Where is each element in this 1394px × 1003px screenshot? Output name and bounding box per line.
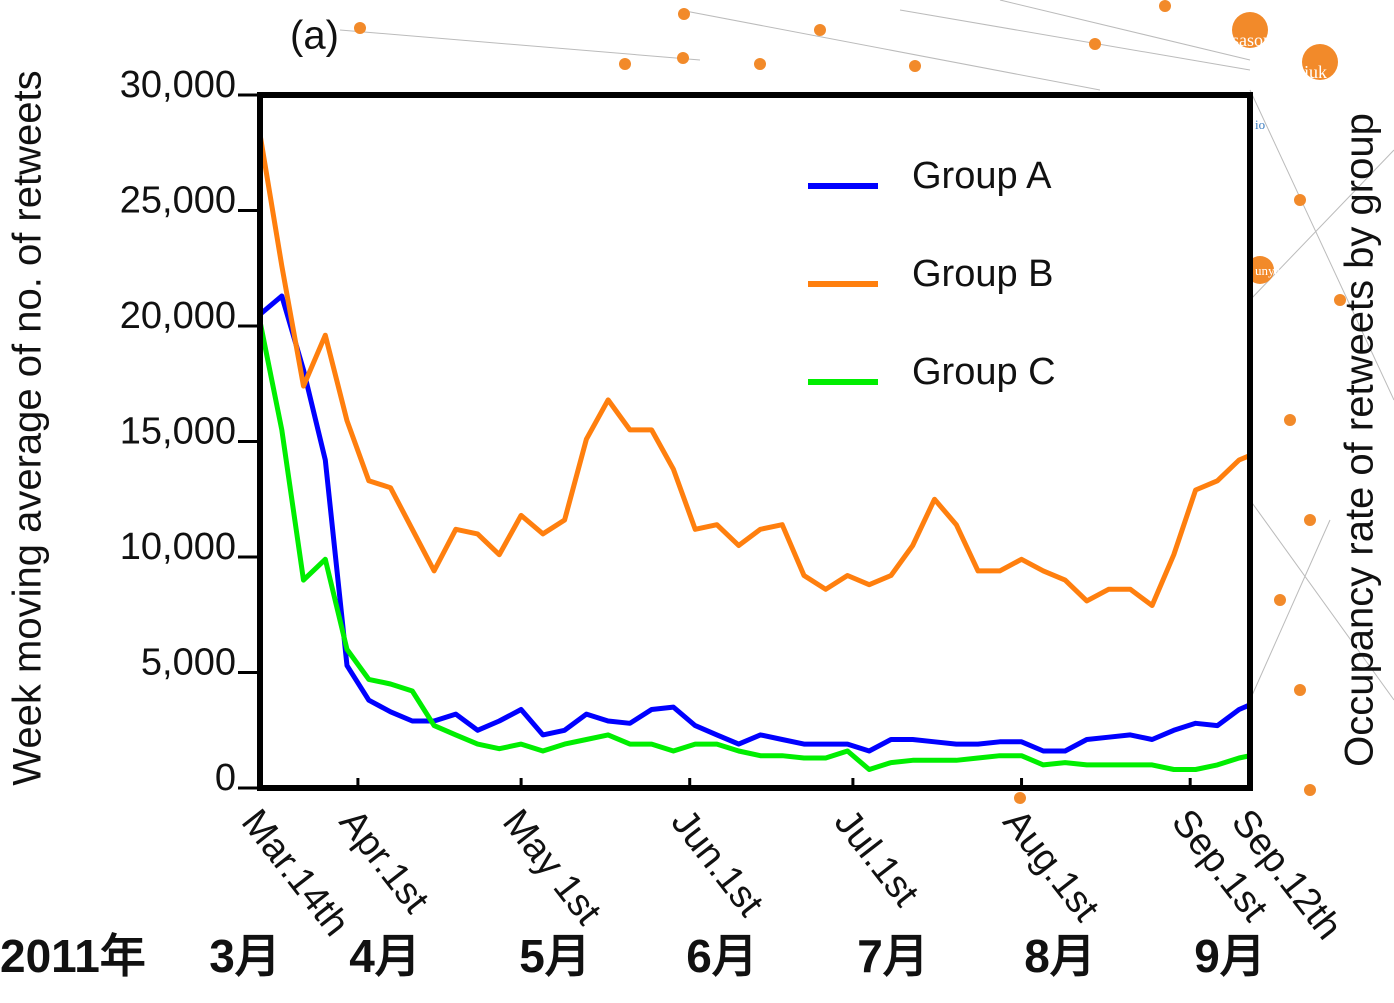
- series-line: [258, 293, 1251, 754]
- y2-axis-label: Occupancy rate of retweets by group: [1338, 113, 1382, 767]
- background-label: io: [1255, 117, 1265, 132]
- y-tick-label: 30,000: [120, 64, 236, 106]
- y-tick-label: 15,000: [120, 411, 236, 453]
- legend-label: Group B: [912, 253, 1054, 295]
- legend-label: Group C: [912, 351, 1056, 393]
- y-tick-label: 20,000: [120, 295, 236, 337]
- year-label: 2011年: [0, 930, 146, 982]
- background-label: masason: [1210, 30, 1272, 50]
- background-network: [339, 0, 1394, 701]
- y-tick-label: 10,000: [120, 526, 236, 568]
- x-tick-label: Jul.1st: [826, 802, 927, 915]
- x-tick-label: Apr.1st: [331, 802, 437, 921]
- month-label: 9月: [1194, 930, 1266, 982]
- series-line: [257, 133, 1251, 608]
- month-label: 7月: [857, 930, 929, 982]
- month-label: 8月: [1024, 930, 1096, 982]
- y-tick-label: 0: [215, 757, 236, 799]
- x-tick-label: May 1st: [494, 802, 609, 933]
- month-label: 5月: [519, 930, 591, 982]
- background-label: iwa: [1310, 159, 1333, 176]
- y-axis-label: Week moving average of no. of retweets: [6, 70, 50, 785]
- panel-label: (a): [290, 14, 339, 58]
- background-label: og: [1255, 218, 1283, 249]
- month-label: 6月: [686, 930, 758, 982]
- plot-frame: [257, 92, 1253, 791]
- background-label: monjuk: [1272, 62, 1327, 82]
- x-tick-label: Aug.1st: [995, 802, 1108, 930]
- month-label: 3月: [209, 930, 281, 982]
- plot-area: [260, 95, 1250, 788]
- y-tick-label: 25,000: [120, 180, 236, 222]
- month-label: 4月: [349, 930, 421, 982]
- legend-label: Group A: [912, 155, 1052, 197]
- series-line: [257, 320, 1251, 772]
- x-tick-label: Jun.1st: [663, 802, 772, 925]
- y-tick-label: 5,000: [141, 642, 236, 684]
- background-label: unya: [1255, 263, 1281, 278]
